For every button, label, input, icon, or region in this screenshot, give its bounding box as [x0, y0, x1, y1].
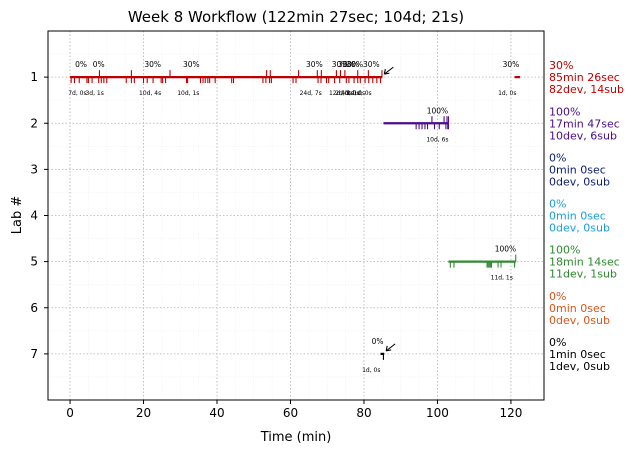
score-label: 0%: [93, 60, 105, 69]
marker-arrow: [384, 66, 394, 75]
count-label: 10d, 1s: [177, 90, 199, 97]
axes: 0 20 40 60 80 100 120 1 2 3 4 5 6 7: [30, 70, 522, 420]
count-label: 1d, 0s: [353, 90, 371, 97]
marker-arrowhead: [385, 345, 392, 352]
count-label: 1d, 0s: [362, 367, 380, 374]
lab-4-summary-line: 0%: [549, 198, 566, 211]
score-label: 30%: [306, 60, 323, 69]
chart-title: Week 8 Workflow (122min 27sec; 104d; 21s…: [128, 8, 464, 26]
count-label: 12d, 0s: [329, 90, 351, 97]
x-tick-label: 0: [66, 406, 74, 420]
count-label: 24d, 7s: [300, 90, 322, 97]
plot-marks: 0% 0% 30% 30% 30% 30%30%30%30% 30% 30%7d, 0s3d,…: [68, 60, 521, 374]
lab-1-summary-line: 30%: [549, 59, 573, 72]
y-tick-label: 5: [30, 255, 38, 269]
grid: [48, 31, 544, 400]
count-label: 7d, 0s: [68, 90, 86, 97]
lab-1-summary-line: 82dev, 14sub: [549, 83, 624, 96]
y-tick-label: 4: [30, 209, 38, 223]
x-tick-label: 80: [356, 406, 371, 420]
x-tick-label: 60: [283, 406, 298, 420]
x-tick-label: 40: [209, 406, 224, 420]
lab-5-summary-line: 18min 14sec: [549, 256, 620, 269]
y-tick-label: 6: [30, 301, 38, 315]
score-label: 100%: [495, 245, 516, 254]
lab-2-summary-line: 10dev, 6sub: [549, 129, 617, 142]
marker-arrowhead: [383, 69, 390, 75]
x-axis-label: Time (min): [260, 430, 332, 445]
x-tick-label: 20: [136, 406, 151, 420]
lab-5-summary-line: 100%: [549, 244, 580, 257]
score-label: 30%: [144, 60, 161, 69]
lab-4-summary-line: 0min 0sec: [549, 210, 606, 223]
lab-2-summary-line: 100%: [549, 105, 580, 118]
score-label: 30%: [183, 60, 200, 69]
count-label: 10d, 6s: [426, 136, 448, 143]
count-label: 10d, 4s: [139, 90, 161, 97]
count-label: 2d, 1s: [335, 90, 353, 97]
lab-1-track: 0% 0% 30% 30% 30% 30%30%30%30% 30% 30%7d, 0s3d,…: [68, 60, 521, 97]
lab-5-summary-line: 11dev, 1sub: [549, 268, 617, 281]
marker-arrow: [385, 343, 396, 352]
x-tick-label: 120: [499, 406, 522, 420]
lab-2-summary-line: 17min 47sec: [549, 117, 620, 130]
lab-7-track: 0% 1d, 0s: [362, 337, 396, 374]
count-label: 1d, 0s: [498, 90, 516, 97]
score-label: 30%: [338, 60, 355, 69]
score-label: 30%: [363, 60, 380, 69]
score-label: 30%: [332, 60, 349, 69]
lab-1-summary-line: 85min 26sec: [549, 71, 620, 84]
lab-2-track: 100% 10d, 6s: [383, 106, 450, 143]
score-label: 100%: [427, 106, 448, 115]
lab-3-summary-line: 0%: [549, 151, 566, 164]
count-label: 4d, 0s: [341, 90, 359, 97]
y-tick-label: 1: [30, 70, 38, 84]
x-tick-label: 100: [426, 406, 449, 420]
lab-6-summary-line: 0%: [549, 290, 566, 303]
score-label: 30%: [342, 60, 359, 69]
lab-6-summary-line: 0dev, 0sub: [549, 314, 610, 327]
lab-3-summary-line: 0min 0sec: [549, 163, 606, 176]
lab-4-summary-line: 0dev, 0sub: [549, 222, 610, 235]
y-tick-label: 7: [30, 347, 38, 361]
count-label: 3d, 1s: [85, 90, 103, 97]
y-tick-label: 3: [30, 162, 38, 176]
y-tick-label: 2: [30, 116, 38, 130]
score-label: 0%: [75, 60, 87, 69]
y-axis-label: Lab #: [10, 196, 25, 235]
score-label: 30%: [503, 60, 520, 69]
count-label: 11d, 1s: [491, 275, 513, 282]
lab-6-summary-line: 0min 0sec: [549, 302, 606, 315]
score-label: 30%: [346, 60, 363, 69]
lab-3-summary-line: 0dev, 0sub: [549, 175, 610, 188]
lab-7-summary-line: 0%: [549, 336, 566, 349]
score-label: 0%: [372, 337, 384, 346]
count-label: 2d, 0s: [347, 90, 365, 97]
lab-7-summary-line: 1min 0sec: [549, 348, 606, 361]
lab-7-summary-line: 1dev, 0sub: [549, 360, 610, 373]
lab-5-track: 100% 11d, 1s: [448, 245, 517, 282]
